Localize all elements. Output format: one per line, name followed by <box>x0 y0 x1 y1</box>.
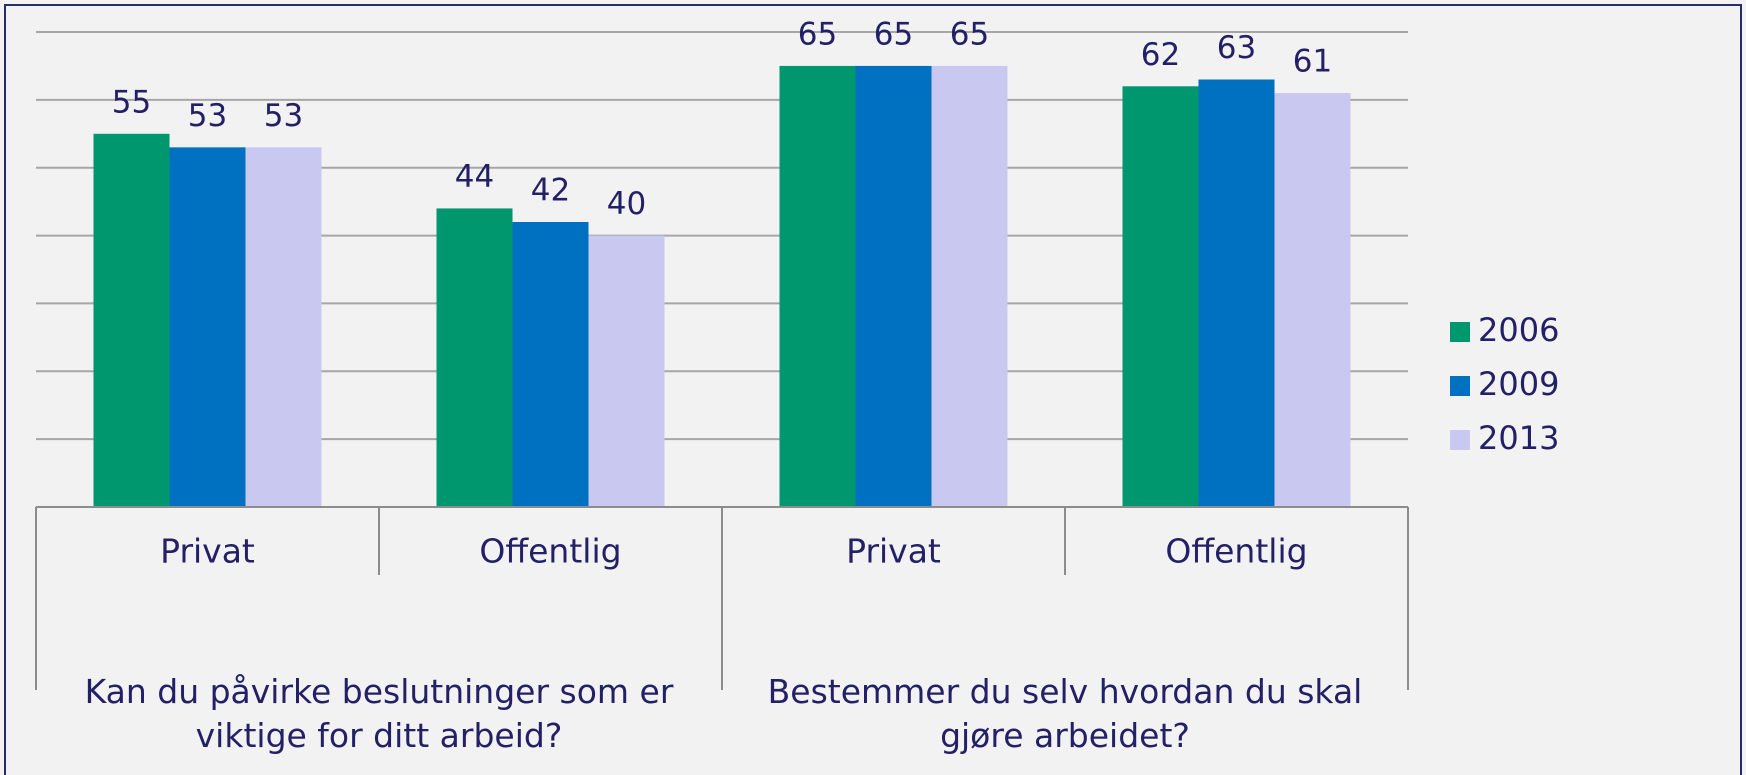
x-tick-label: Offentlig <box>1165 532 1307 571</box>
bar <box>169 147 246 507</box>
value-label: 65 <box>874 16 913 52</box>
legend-swatch <box>1450 376 1470 396</box>
value-label: 44 <box>455 159 494 195</box>
value-label: 55 <box>112 84 151 120</box>
legend-label: 2013 <box>1478 419 1559 457</box>
x-tick-label: Privat <box>846 532 941 571</box>
frame <box>4 4 1742 775</box>
bar <box>245 147 322 507</box>
group-label: Bestemmer du selv hvordan du skal gjøre … <box>767 672 1363 755</box>
value-label: 61 <box>1293 44 1332 80</box>
value-label: 65 <box>950 16 989 52</box>
bar <box>855 65 932 507</box>
legend-label: 2009 <box>1478 365 1559 403</box>
bar <box>588 235 665 508</box>
value-label: 53 <box>188 98 227 134</box>
bar <box>1198 79 1275 507</box>
bar <box>512 222 589 507</box>
value-label: 40 <box>607 186 646 222</box>
value-label: 63 <box>1217 30 1256 66</box>
bar <box>436 208 513 507</box>
value-label: 42 <box>531 173 570 209</box>
bar <box>931 65 1008 507</box>
value-label: 65 <box>798 16 837 52</box>
legend-swatch <box>1450 322 1470 342</box>
bar <box>1274 93 1351 508</box>
group-label: Kan du påvirke beslutninger som er vikti… <box>84 672 674 755</box>
x-tick-label: Offentlig <box>479 532 621 571</box>
value-label: 62 <box>1141 37 1180 73</box>
x-tick-label: Privat <box>160 532 255 571</box>
legend-swatch <box>1450 430 1470 450</box>
bar <box>779 65 856 507</box>
bar <box>93 133 170 508</box>
value-label: 53 <box>264 98 303 134</box>
bar <box>1122 86 1199 508</box>
legend-label: 2006 <box>1478 311 1559 349</box>
